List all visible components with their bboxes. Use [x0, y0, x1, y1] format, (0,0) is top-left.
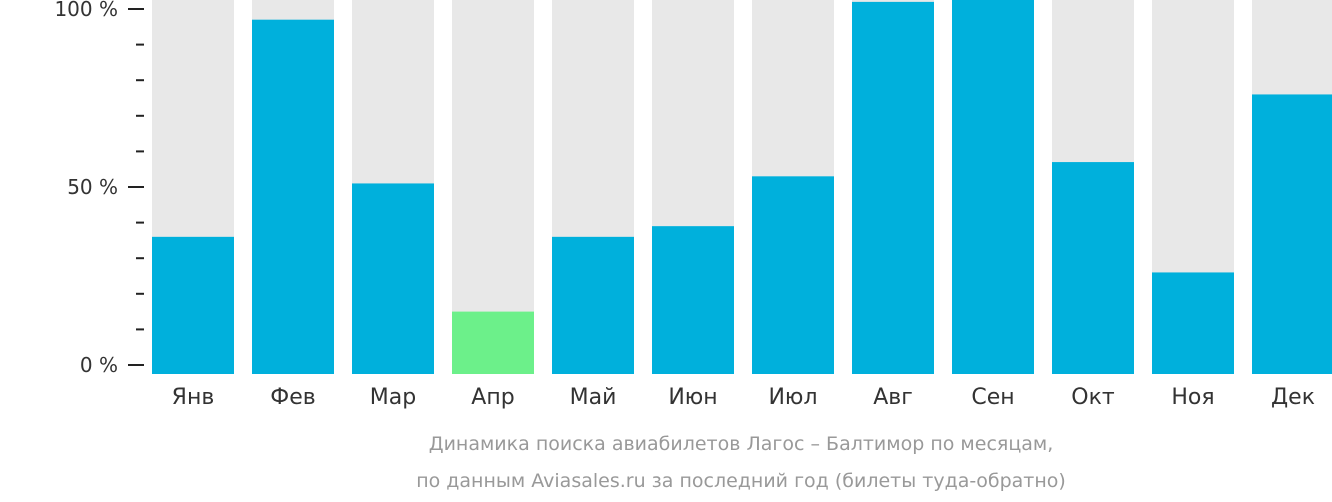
minor-tick — [136, 79, 144, 82]
minor-tick — [136, 292, 144, 295]
x-tick-label: Июн — [668, 385, 717, 410]
y-axis: 0 % 50 % 100 % — [54, 0, 144, 377]
x-tick-label: Апр — [471, 385, 514, 410]
y-tick-label: 0 % — [80, 353, 118, 377]
x-tick-label: Июл — [768, 385, 817, 410]
minor-tick — [136, 328, 144, 331]
chart-caption-line2: по данным Aviasales.ru за последний год … — [416, 470, 1066, 492]
x-tick-label: Янв — [172, 385, 215, 410]
x-tick-label: Ноя — [1171, 385, 1214, 410]
x-axis-labels: Янв Фев Мар Апр Май Июн Июл Авг Сен Окт Ноя Дек — [172, 385, 1315, 410]
chart-caption-line1: Динамика поиска авиабилетов Лагос – Балт… — [429, 433, 1054, 455]
bar-5 — [552, 236, 634, 374]
bar-8 — [852, 1, 934, 374]
x-tick-label: Май — [570, 385, 617, 410]
x-tick-label: Окт — [1071, 385, 1115, 410]
bar-6 — [652, 226, 734, 374]
y-tick-label: 50 % — [67, 175, 118, 199]
bar-2 — [252, 19, 334, 375]
bar-12 — [1252, 94, 1332, 374]
bar-4 — [452, 311, 534, 374]
bar-11 — [1152, 272, 1234, 374]
x-tick-label: Дек — [1271, 385, 1315, 410]
minor-tick — [136, 114, 144, 117]
bar-1 — [152, 236, 234, 374]
x-tick-label: Сен — [971, 385, 1014, 410]
x-tick-label: Авг — [873, 385, 913, 410]
x-tick-label: Фев — [270, 385, 315, 410]
bar-3 — [352, 183, 434, 374]
minor-tick — [136, 221, 144, 224]
bar-10 — [1052, 162, 1134, 374]
y-tick-label: 100 % — [54, 0, 118, 21]
major-tick — [128, 186, 144, 188]
bar-7 — [752, 176, 834, 374]
minor-tick — [136, 43, 144, 46]
minor-tick — [136, 257, 144, 260]
x-tick-label: Мар — [370, 385, 416, 410]
major-tick — [128, 364, 144, 366]
major-tick — [128, 8, 144, 10]
minor-tick — [136, 150, 144, 153]
bar-9 — [952, 0, 1034, 374]
bars — [152, 0, 1332, 375]
